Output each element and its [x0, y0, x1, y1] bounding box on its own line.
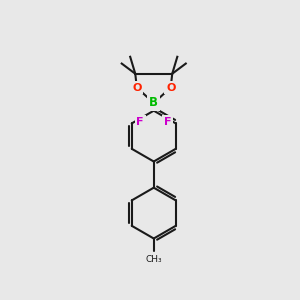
Text: O: O [132, 82, 142, 93]
Text: O: O [166, 82, 175, 93]
Text: F: F [136, 117, 144, 127]
Text: CH₃: CH₃ [146, 256, 162, 265]
Text: F: F [164, 117, 171, 127]
Text: B: B [149, 97, 158, 110]
